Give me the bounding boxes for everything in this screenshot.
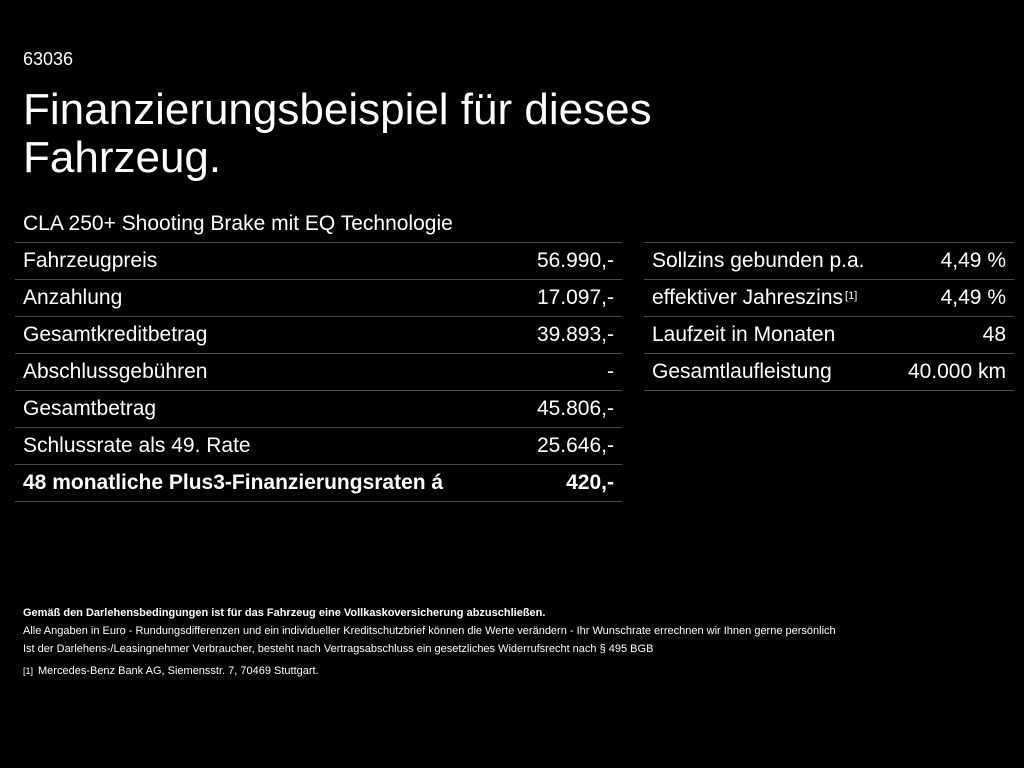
row-value: 25.646,-	[522, 427, 622, 465]
footnote-reference: [1] Mercedes-Benz Bank AG, Siemensstr. 7,…	[23, 662, 1003, 680]
row-label: 48 monatliche Plus3-Finanzierungsraten á	[15, 464, 523, 502]
page-title-line-2: Fahrzeug.	[23, 133, 222, 182]
euro-note: Alle Angaben in Euro - Rundungsdifferenz…	[23, 625, 836, 637]
consumer-note: Ist der Darlehens-/Leasingnehmer Verbrau…	[23, 643, 654, 655]
vehicle-name: CLA 250+ Shooting Brake mit EQ Technolog…	[23, 212, 453, 235]
financing-table: Fahrzeugpreis 56.990,- Anzahlung 17.097,…	[15, 242, 622, 502]
footnote-marker: [1]	[845, 290, 858, 302]
page-title: Finanzierungsbeispiel für dieses Fahrzeu…	[23, 86, 823, 182]
table-row: Gesamtlaufleistung 40.000 km	[644, 353, 1014, 391]
table-row: Abschlussgebühren -	[15, 353, 622, 391]
row-label: Abschlussgebühren	[15, 353, 523, 391]
legal-footnotes: Gemäß den Darlehensbedingungen ist für d…	[23, 604, 1003, 680]
row-value: 4,49 %	[896, 242, 1014, 280]
row-value: 40.000 km	[896, 353, 1014, 391]
insurance-note: Gemäß den Darlehensbedingungen ist für d…	[23, 607, 546, 619]
row-label: Gesamtbetrag	[15, 390, 523, 428]
footnote-reference-mark: [1]	[23, 666, 34, 676]
table-row: Anzahlung 17.097,-	[15, 279, 622, 317]
page-title-line-1: Finanzierungsbeispiel für dieses	[23, 85, 652, 134]
row-label: Gesamtlaufleistung	[644, 353, 897, 391]
row-value: 39.893,-	[522, 316, 622, 354]
interest-table: Sollzins gebunden p.a. 4,49 % effektiver…	[644, 242, 1014, 391]
table-row: Gesamtbetrag 45.806,-	[15, 390, 622, 428]
row-value: 45.806,-	[522, 390, 622, 428]
row-label: Schlussrate als 49. Rate	[15, 427, 523, 465]
monthly-rate-row: 48 monatliche Plus3-Finanzierungsraten á…	[15, 464, 622, 502]
table-row: Gesamtkreditbetrag 39.893,-	[15, 316, 622, 354]
reference-number: 63036	[23, 49, 74, 69]
row-value: 4,49 %	[896, 279, 1014, 317]
row-value: 17.097,-	[522, 279, 622, 317]
row-label: effektiver Jahreszins [1]	[644, 279, 897, 317]
row-label-text: effektiver Jahreszins	[652, 286, 844, 309]
table-row: Fahrzeugpreis 56.990,-	[15, 242, 622, 280]
table-row: Laufzeit in Monaten 48	[644, 316, 1014, 354]
row-value: -	[522, 353, 622, 391]
row-value: 56.990,-	[522, 242, 622, 280]
row-label: Laufzeit in Monaten	[644, 316, 897, 354]
table-row: effektiver Jahreszins [1] 4,49 %	[644, 279, 1014, 317]
footnote-reference-text: Mercedes-Benz Bank AG, Siemensstr. 7, 70…	[38, 665, 319, 677]
row-label: Anzahlung	[15, 279, 523, 317]
table-row: Sollzins gebunden p.a. 4,49 %	[644, 242, 1014, 280]
row-value: 48	[896, 316, 1014, 354]
row-label: Sollzins gebunden p.a.	[644, 242, 897, 280]
row-label: Fahrzeugpreis	[15, 242, 523, 280]
row-value: 420,-	[522, 464, 622, 502]
row-label: Gesamtkreditbetrag	[15, 316, 523, 354]
table-row: Schlussrate als 49. Rate 25.646,-	[15, 427, 622, 465]
